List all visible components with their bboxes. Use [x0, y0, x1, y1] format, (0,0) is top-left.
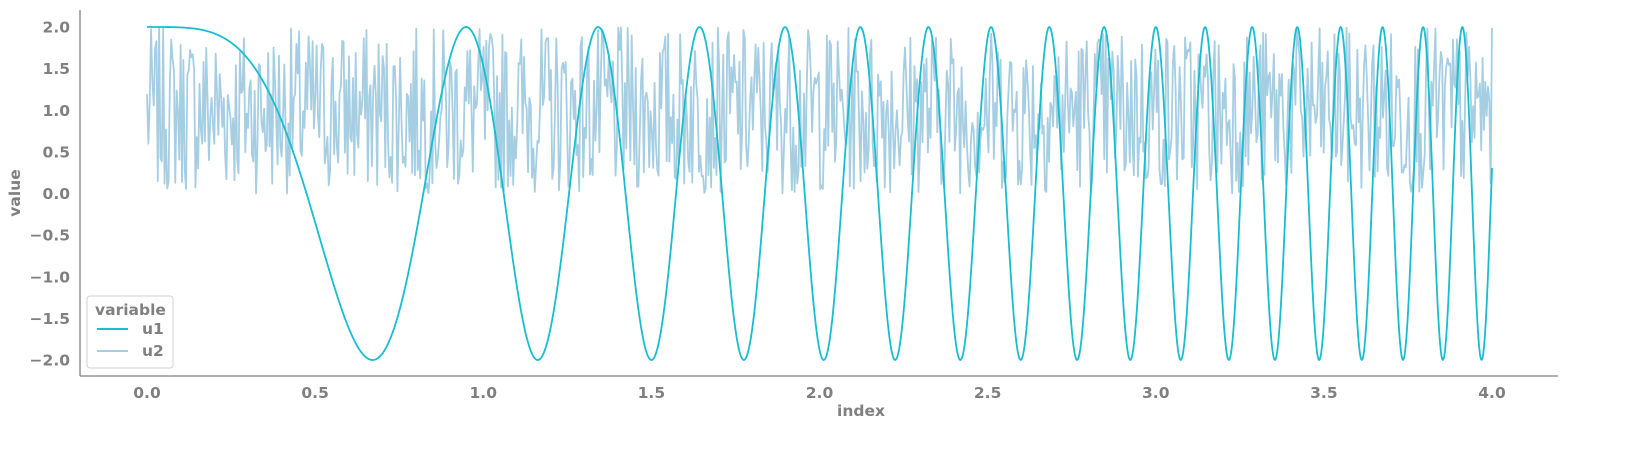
- y-tick-label: −2.0: [30, 352, 71, 370]
- x-tick-labels: 0.0 0.5 1.0 1.5 2.0 2.5 3.0 3.5 4.0: [133, 384, 1506, 402]
- x-tick-label: 1.5: [638, 384, 665, 402]
- y-tick-label: −1.5: [30, 310, 70, 328]
- series-layer: [146, 26, 1493, 361]
- x-tick-label: 0.5: [301, 384, 328, 402]
- y-tick-labels: 2.0 1.5 1.0 0.5 0.0 −0.5 −1.0 −1.5 −2.0: [30, 19, 71, 370]
- x-tick-label: 2.5: [974, 384, 1001, 402]
- axes: [79, 10, 1558, 377]
- x-axis-label: index: [837, 402, 885, 420]
- y-tick-label: −1.0: [30, 268, 71, 286]
- legend-label-u1: u1: [142, 320, 164, 338]
- series-line-u2: [146, 26, 1493, 195]
- x-tick-label: 0.0: [133, 384, 161, 402]
- series-line-u1: [146, 26, 1493, 361]
- x-tick-label: 4.0: [1478, 384, 1506, 402]
- y-tick-label: 1.5: [43, 60, 70, 78]
- x-tick-label: 2.0: [806, 384, 834, 402]
- y-tick-label: 2.0: [43, 19, 71, 37]
- legend-label-u2: u2: [142, 342, 164, 360]
- x-tick-label: 1.0: [470, 384, 498, 402]
- y-tick-label: −0.5: [30, 227, 70, 245]
- y-axis-label: value: [6, 169, 24, 216]
- y-tick-label: 1.0: [43, 102, 71, 120]
- y-tick-label: 0.0: [43, 185, 71, 203]
- x-tick-label: 3.5: [1310, 384, 1337, 402]
- legend-title: variable: [95, 301, 166, 319]
- y-tick-label: 0.5: [43, 143, 70, 161]
- x-tick-label: 3.0: [1142, 384, 1170, 402]
